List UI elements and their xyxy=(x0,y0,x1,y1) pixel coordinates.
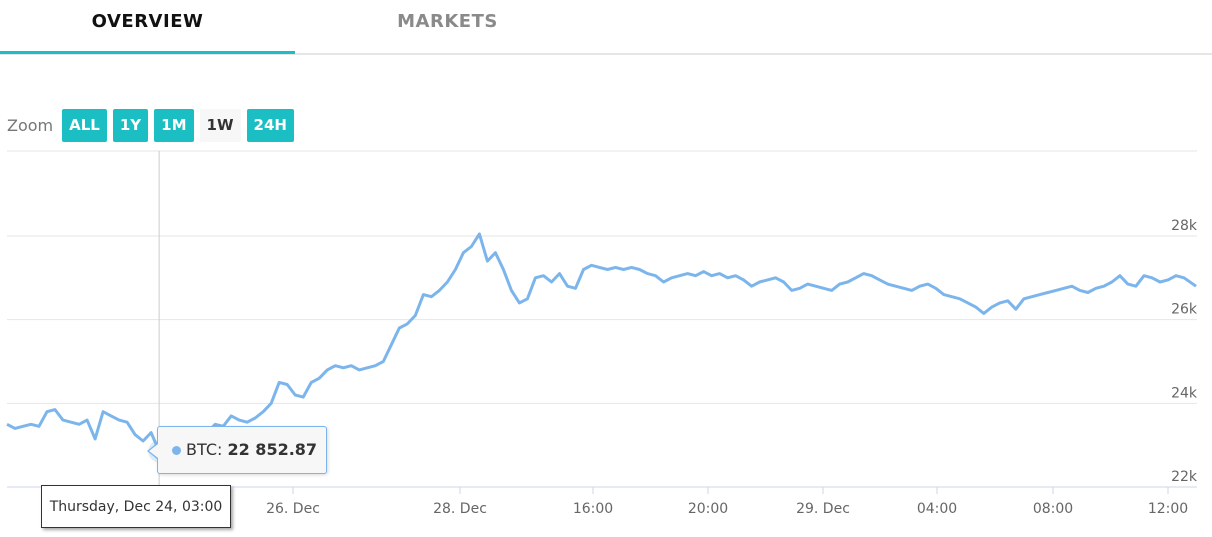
x-tick-label: 04:00 xyxy=(917,501,957,517)
btc-series-line xyxy=(6,232,1197,453)
y-tick-label: 24k xyxy=(1171,385,1198,401)
tooltip-series-name: BTC xyxy=(186,440,217,459)
x-tick-label: 20:00 xyxy=(688,501,728,517)
tab-bar: OVERVIEW MARKETS xyxy=(0,0,1212,55)
zoom-1m-button[interactable]: 1M xyxy=(154,109,194,142)
y-tick-label: 22k xyxy=(1171,469,1198,485)
x-tick-label: 29. Dec xyxy=(796,501,850,517)
zoom-controls: Zoom ALL 1Y 1M 1W 24H xyxy=(7,109,300,142)
crosshair-date-label: Thursday, Dec 24, 03:00 xyxy=(41,485,231,528)
x-tick-label: 28. Dec xyxy=(433,501,487,517)
series-dot-icon xyxy=(172,446,181,455)
tab-markets[interactable]: MARKETS xyxy=(397,11,498,32)
x-tick-label: 08:00 xyxy=(1033,501,1073,517)
zoom-24h-button[interactable]: 24H xyxy=(246,109,294,142)
zoom-1y-button[interactable]: 1Y xyxy=(112,109,149,142)
x-tick-label: 26. Dec xyxy=(266,501,320,517)
tooltip-value: 22 852.87 xyxy=(227,440,318,459)
x-tick-label: 16:00 xyxy=(573,501,613,517)
zoom-all-button[interactable]: ALL xyxy=(62,109,107,142)
y-tick-label: 26k xyxy=(1171,302,1198,318)
zoom-1w-button[interactable]: 1W xyxy=(199,109,241,142)
price-chart[interactable]: 22k 24k 26k 28k 26. Dec 28. Dec 16:00 20:00 29. … xyxy=(0,140,1212,537)
y-tick-label: 28k xyxy=(1171,218,1198,234)
x-tick-label: 12:00 xyxy=(1148,501,1188,517)
tooltip-arrow-fill xyxy=(149,444,158,458)
tab-overview[interactable]: OVERVIEW xyxy=(0,0,295,54)
zoom-label: Zoom xyxy=(7,116,54,135)
price-tooltip: BTC: 22 852.87 xyxy=(157,426,327,474)
